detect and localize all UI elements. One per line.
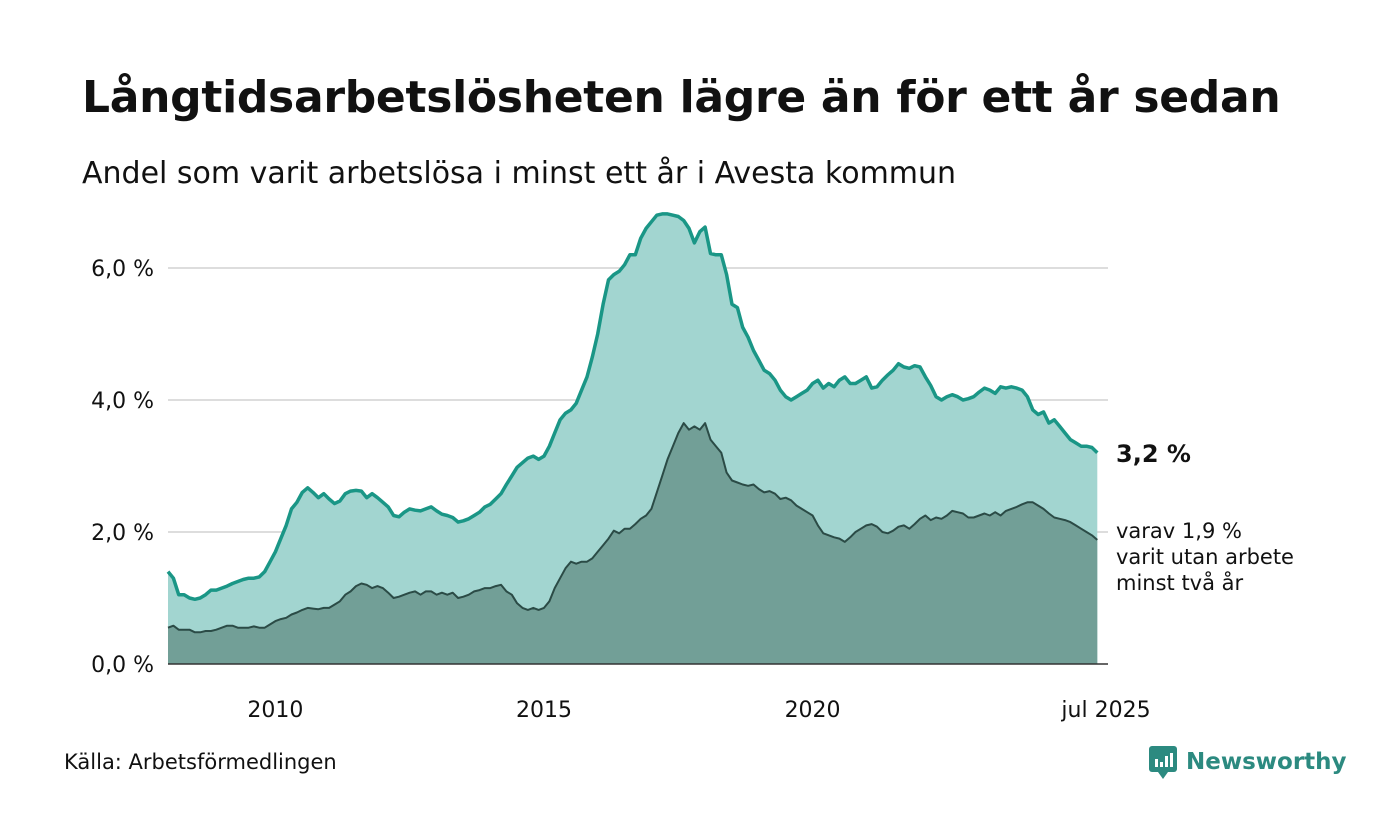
x-tick-label-3: jul 2025 bbox=[1060, 698, 1150, 723]
series-long-term-line bbox=[166, 212, 1099, 602]
end-label-line-0: varav 1,9 % bbox=[1116, 519, 1242, 543]
end-label-line-1: varit utan arbete bbox=[1116, 545, 1294, 569]
brand-name: Newsworthy bbox=[1186, 749, 1347, 775]
y-axis-ticks: 0,0 % 2,0 % 4,0 % 6,0 % bbox=[91, 257, 154, 678]
y-tick-label-1: 2,0 % bbox=[91, 521, 154, 546]
newsworthy-logo-icon bbox=[1149, 746, 1177, 779]
brand[interactable]: Newsworthy bbox=[1148, 744, 1347, 780]
end-label-line-2: minst två år bbox=[1116, 570, 1244, 595]
x-tick-label-0: 2010 bbox=[247, 698, 303, 723]
series-long-term-end-label: 3,2 % bbox=[1116, 440, 1191, 468]
x-tick-label-2: 2020 bbox=[785, 698, 841, 723]
y-tick-label-2: 4,0 % bbox=[91, 389, 154, 414]
series-very-long-term-line bbox=[167, 422, 1098, 634]
series-very-long-term-end-label: varav 1,9 % varit utan arbete minst två år bbox=[1116, 519, 1294, 595]
x-axis-ticks: 2010 2015 2020 jul 2025 bbox=[247, 698, 1150, 723]
y-tick-label-3: 6,0 % bbox=[91, 257, 154, 282]
y-tick-label-0: 0,0 % bbox=[91, 653, 154, 678]
chart-subtitle: Andel som varit arbetslösa i minst ett å… bbox=[82, 156, 957, 191]
source-note: Källa: Arbetsförmedlingen bbox=[64, 750, 337, 774]
series-very-long-term-area bbox=[168, 423, 1098, 664]
chart-title: Långtidsarbetslösheten lägre än för ett … bbox=[82, 72, 1281, 123]
x-tick-label-1: 2015 bbox=[516, 698, 572, 723]
